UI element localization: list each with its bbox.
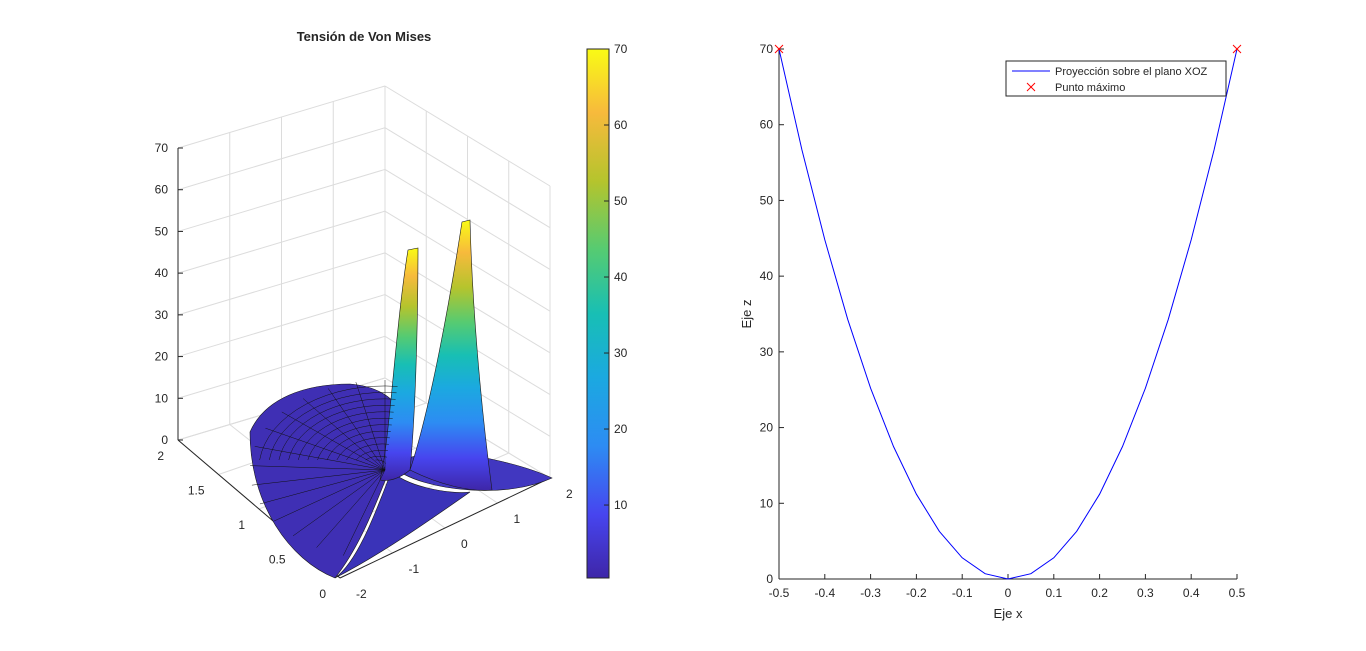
z-tick-label: 70 [155,141,169,155]
y-tick-label: 50 [760,193,774,207]
y-tick-label-3d: 0 [319,587,326,601]
mesh-line [259,469,386,505]
surface-peak-left [379,247,419,481]
x-axis-label: Eje x [994,606,1023,621]
mesh-line [273,469,386,522]
y-tick-label: 30 [760,345,774,359]
mesh-line [327,388,386,471]
mesh-line [292,469,386,537]
y-tick-label: 40 [760,269,774,283]
mesh-line [326,430,391,461]
x-tick-label: -0.3 [860,586,881,600]
mesh-line [355,449,388,461]
colorbar-tick-label: 30 [614,346,628,360]
colorbar-ticks: 10 20 30 40 50 60 70 [604,42,628,512]
projection-curve [778,48,1238,580]
y-tick-label: 0 [766,572,773,586]
mesh-line [317,424,392,461]
mesh-line [259,385,398,461]
z-tick-label: 60 [155,183,169,197]
mesh-line [316,469,386,548]
mesh-line [269,392,397,461]
mesh-line [336,437,390,461]
y-tick-label-3d: 1.5 [188,484,205,498]
max-point-marker-stroke [774,44,784,54]
mesh-line [250,465,386,471]
mesh-line [251,469,386,486]
y-tick-label: 10 [760,496,774,510]
x-tick-label-3d: 2 [566,487,573,501]
z-tick-label: 50 [155,224,169,238]
surface-title: Tensión de Von Mises [297,29,432,44]
mesh-line [343,469,386,556]
colorbar-tick-label: 50 [614,194,628,208]
colorbar-tick-label: 60 [614,118,628,132]
y-tick-label: 70 [760,42,774,56]
surface-mesh [249,219,553,579]
mesh-line [278,398,396,461]
legend: Proyección sobre el plano XOZ Punto máxi… [1005,60,1227,97]
max-point-marker-stroke [1232,44,1242,54]
x-tick-label: 0.2 [1091,586,1108,600]
x-tick-label: -0.2 [906,586,927,600]
max-point-markers [774,44,1242,54]
projection-chart: -0.5 -0.4 -0.3 -0.2 -0.1 0 0.1 0.2 0.3 0.4 0.5 0 10… [739,42,1246,621]
x-tick-label-3d: -1 [409,562,420,576]
y-tick-label-3d: 2 [157,449,164,463]
x-tick-label: 0.3 [1137,586,1154,600]
x-tick-label-3d: -2 [356,587,367,601]
colorbar-tick-label: 70 [614,42,628,56]
x-tick-label: -0.4 [814,586,835,600]
legend-marker-sample [1026,82,1036,92]
colorbar [586,48,610,579]
x-tick-label: 0.4 [1183,586,1200,600]
mesh-line [254,446,386,471]
legend-label-max: Punto máximo [1055,82,1125,94]
surface-base-front [334,469,471,579]
mesh-line [346,443,389,461]
x-tick-label: 0 [1005,586,1012,600]
z-tick-label: 40 [155,266,169,280]
colorbar-tick-label: 20 [614,422,628,436]
y-tick-label-3d: 0.5 [269,553,286,567]
mesh-line [281,411,386,471]
mesh-line [355,382,386,471]
mesh-line [302,398,386,471]
legend-box [1005,60,1227,97]
legend-label-curve: Proyección sobre el plano XOZ [1055,66,1208,78]
mesh-line [288,405,395,461]
z-tick-label: 20 [155,350,169,364]
surface-mesh-lines [250,380,398,556]
z-tick-label: 30 [155,308,169,322]
colorbar-tick-label: 40 [614,270,628,284]
x-tick-label: 0.1 [1045,586,1062,600]
y-tick-label-3d: 1 [238,518,245,532]
colorbar-tick-label: 10 [614,498,628,512]
plot-area [779,49,1237,579]
x-tick-label: -0.5 [769,586,790,600]
mesh-line [265,427,386,471]
x-tick-label: -0.1 [952,586,973,600]
surface-chart: Tensión de Von Mises 01020304050607000.5… [155,29,628,601]
y-axis-label: Eje z [739,300,754,329]
max-point-marker [774,44,784,54]
x-axis-ticks: -0.5 -0.4 -0.3 -0.2 -0.1 0 0.1 0.2 0.3 0.4 0.5 [769,574,1246,600]
y-axis-ticks: 0 10 20 30 40 50 60 70 [760,42,784,586]
x-tick-label: 0.5 [1229,586,1246,600]
x-tick-label-3d: 0 [461,537,468,551]
surface-peak-right [409,219,493,491]
max-point-marker [1232,44,1242,54]
y-tick-label: 20 [760,421,774,435]
z-tick-label: 0 [161,433,168,447]
mesh-line [307,417,393,461]
x-tick-label-3d: 1 [514,512,521,526]
z-tick-label: 10 [155,391,169,405]
x-axis-line-3d [339,477,551,579]
y-tick-label: 60 [760,118,774,132]
